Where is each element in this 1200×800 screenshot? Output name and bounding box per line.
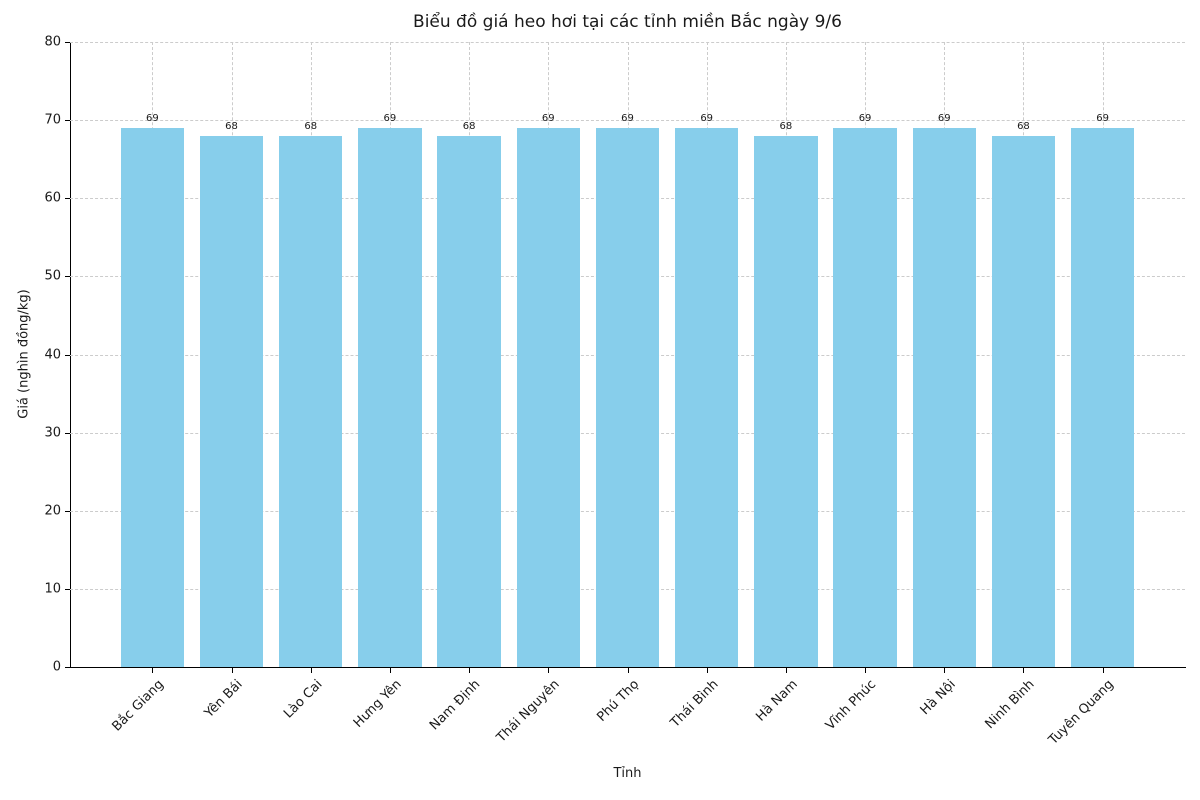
y-tick-mark xyxy=(65,432,70,434)
x-tick-label-text: Hà Nội xyxy=(917,677,959,719)
x-tick-label-text: Phú Thọ xyxy=(594,677,643,725)
y-tick-label: 80 xyxy=(44,34,61,50)
x-tick-label-text: Hưng Yên xyxy=(350,677,405,731)
y-tick-label: 60 xyxy=(44,190,61,206)
y-tick-mark xyxy=(65,120,70,122)
x-tick-label-text: Thái Bình xyxy=(667,677,722,731)
x-tick-label-text: Ninh Bình xyxy=(982,677,1039,733)
bar xyxy=(358,127,422,667)
x-tick-label-text: Tuyên Quang xyxy=(1046,677,1118,748)
bar xyxy=(754,135,818,667)
x-tick-mark xyxy=(706,668,708,673)
bar-value-label: 69 xyxy=(858,112,872,124)
x-tick-label-text: Vĩnh Phúc xyxy=(823,677,880,734)
bar xyxy=(991,135,1056,667)
x-tick-mark xyxy=(944,668,946,673)
bar xyxy=(912,127,976,667)
y-tick-mark xyxy=(65,667,70,668)
x-tick-mark xyxy=(865,668,867,673)
x-tick-mark xyxy=(231,668,233,673)
y-tick-mark xyxy=(65,198,70,200)
y-tick-label: 50 xyxy=(44,268,61,284)
bar xyxy=(437,135,501,667)
bar xyxy=(120,127,185,667)
bar xyxy=(516,127,580,667)
x-tick-mark xyxy=(310,668,312,673)
y-tick-label: 10 xyxy=(44,581,61,597)
y-tick-label: 40 xyxy=(44,347,61,362)
chart-title: Biểu đồ giá heo hơi tại các tỉnh miền Bắ… xyxy=(413,12,842,32)
bar xyxy=(279,135,343,667)
bar-value-label: 69 xyxy=(621,112,634,124)
y-tick-label: 0 xyxy=(52,659,61,675)
y-tick-label: 30 xyxy=(44,425,61,441)
bar xyxy=(675,127,739,667)
bar-value-label: 68 xyxy=(1017,120,1030,132)
x-tick-label-text: Nam Định xyxy=(427,677,484,734)
y-tick-mark xyxy=(65,276,70,278)
bar-value-label: 68 xyxy=(779,120,793,132)
x-tick-mark xyxy=(627,668,629,673)
y-tick-label: 70 xyxy=(44,112,61,128)
x-tick-label-text: Bắc Giang xyxy=(109,677,167,735)
y-tick-mark xyxy=(65,588,70,590)
x-tick-mark xyxy=(548,668,550,673)
y-tick-mark xyxy=(65,510,70,512)
x-tick-label-text: Lào Cai xyxy=(280,677,326,722)
y-axis-label: Giá (nghìn đồng/kg) xyxy=(16,289,32,419)
bar-value-label: 68 xyxy=(304,120,318,132)
bar-value-label: 68 xyxy=(225,120,238,132)
bar xyxy=(1070,127,1135,667)
x-tick-mark xyxy=(1023,668,1025,673)
x-tick-mark xyxy=(389,668,391,673)
y-tick-label: 20 xyxy=(44,503,61,519)
bar-value-label: 69 xyxy=(541,112,555,124)
bar xyxy=(199,135,264,667)
y-tick-mark xyxy=(65,42,70,43)
bar-value-label: 69 xyxy=(700,112,714,124)
x-tick-mark xyxy=(469,668,471,673)
bar-value-label: 69 xyxy=(145,112,159,124)
y-tick-mark xyxy=(65,354,70,356)
bar xyxy=(833,127,897,667)
x-axis-label: Tỉnh xyxy=(613,766,642,781)
bar xyxy=(595,127,660,667)
x-tick-mark xyxy=(152,668,154,673)
bar-value-label: 69 xyxy=(1096,112,1110,124)
x-tick-label-text: Hà Nam xyxy=(752,677,801,725)
x-tick-mark xyxy=(785,668,787,673)
x-tick-label-text: Thái Nguyên xyxy=(494,677,563,746)
bar-value-label: 69 xyxy=(383,112,397,124)
bar-value-label: 69 xyxy=(937,112,951,124)
bar-value-label: 68 xyxy=(462,120,476,132)
x-tick-label-text: Yên Bái xyxy=(202,677,247,721)
x-tick-mark xyxy=(1102,668,1104,673)
